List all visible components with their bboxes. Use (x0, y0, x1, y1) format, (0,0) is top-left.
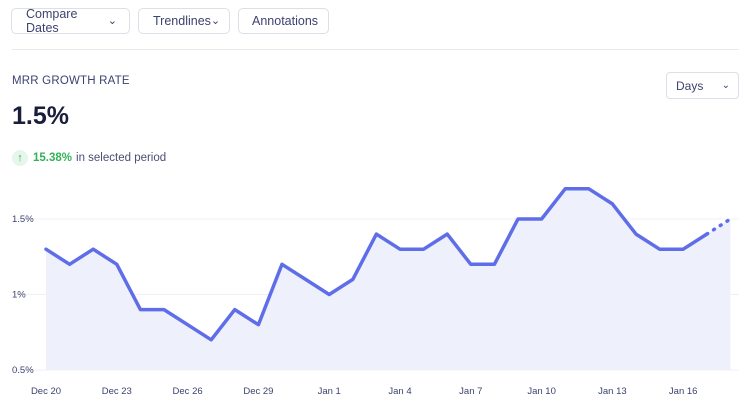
x-tick-label: Dec 20 (31, 386, 61, 397)
compare-dates-button[interactable]: Compare Dates ⌄ (11, 7, 130, 35)
x-tick-label: Jan 7 (459, 386, 482, 397)
annotations-label: Annotations (252, 14, 319, 28)
y-tick-label: 1.5% (12, 214, 34, 225)
x-tick-label: Jan 16 (669, 386, 698, 397)
x-tick-label: Dec 26 (173, 386, 203, 397)
series-line (44, 187, 709, 342)
chart-toolbar: Compare Dates ⌄ Trendlines ⌄ Annotations (11, 7, 337, 35)
compare-dates-label: Compare Dates (26, 7, 78, 35)
arrow-up-icon: ↑ (12, 150, 28, 166)
x-tick-label: Jan 1 (318, 386, 341, 397)
annotations-button[interactable]: Annotations (238, 8, 329, 34)
x-tick-label: Jan 4 (388, 386, 411, 397)
chevron-down-icon: ⌄ (107, 14, 117, 27)
projected-line (705, 217, 733, 236)
area-fill (46, 188, 731, 370)
metric-value: 1.5% (12, 102, 69, 130)
trendlines-label: Trendlines (153, 14, 211, 28)
period-select[interactable]: Days ⌄ (666, 72, 739, 99)
x-tick-label: Jan 13 (598, 386, 627, 397)
x-tick-label: Dec 29 (243, 386, 273, 397)
metric-title: MRR GROWTH RATE (12, 75, 130, 87)
y-tick-label: 0.5% (12, 365, 34, 376)
chevron-down-icon: ⌄ (721, 80, 730, 91)
delta-caption: in selected period (76, 152, 167, 164)
trendlines-button[interactable]: Trendlines ⌄ (138, 8, 230, 34)
x-tick-label: Jan 10 (527, 386, 556, 397)
toolbar-divider (12, 49, 739, 50)
period-select-value: Days (676, 78, 704, 93)
delta-percentage: 15.38% (33, 152, 73, 164)
y-tick-label: 1% (12, 290, 26, 301)
x-tick-label: Dec 23 (102, 386, 132, 397)
metric-delta: ↑ 15.38% in selected period (12, 150, 166, 166)
chevron-down-icon: ⌄ (210, 14, 221, 27)
